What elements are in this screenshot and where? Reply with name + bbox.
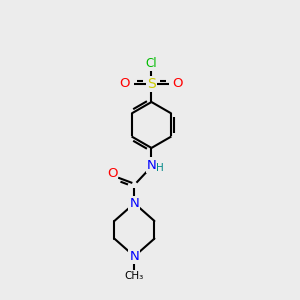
Text: CH₃: CH₃ [125,271,144,281]
Text: O: O [107,167,117,180]
Text: N: N [130,197,139,210]
Text: S: S [147,77,156,91]
Text: N: N [130,250,139,263]
Text: N: N [147,158,156,172]
Text: Cl: Cl [146,57,157,70]
Text: O: O [120,77,130,90]
Text: H: H [156,163,164,173]
Text: O: O [173,77,183,90]
